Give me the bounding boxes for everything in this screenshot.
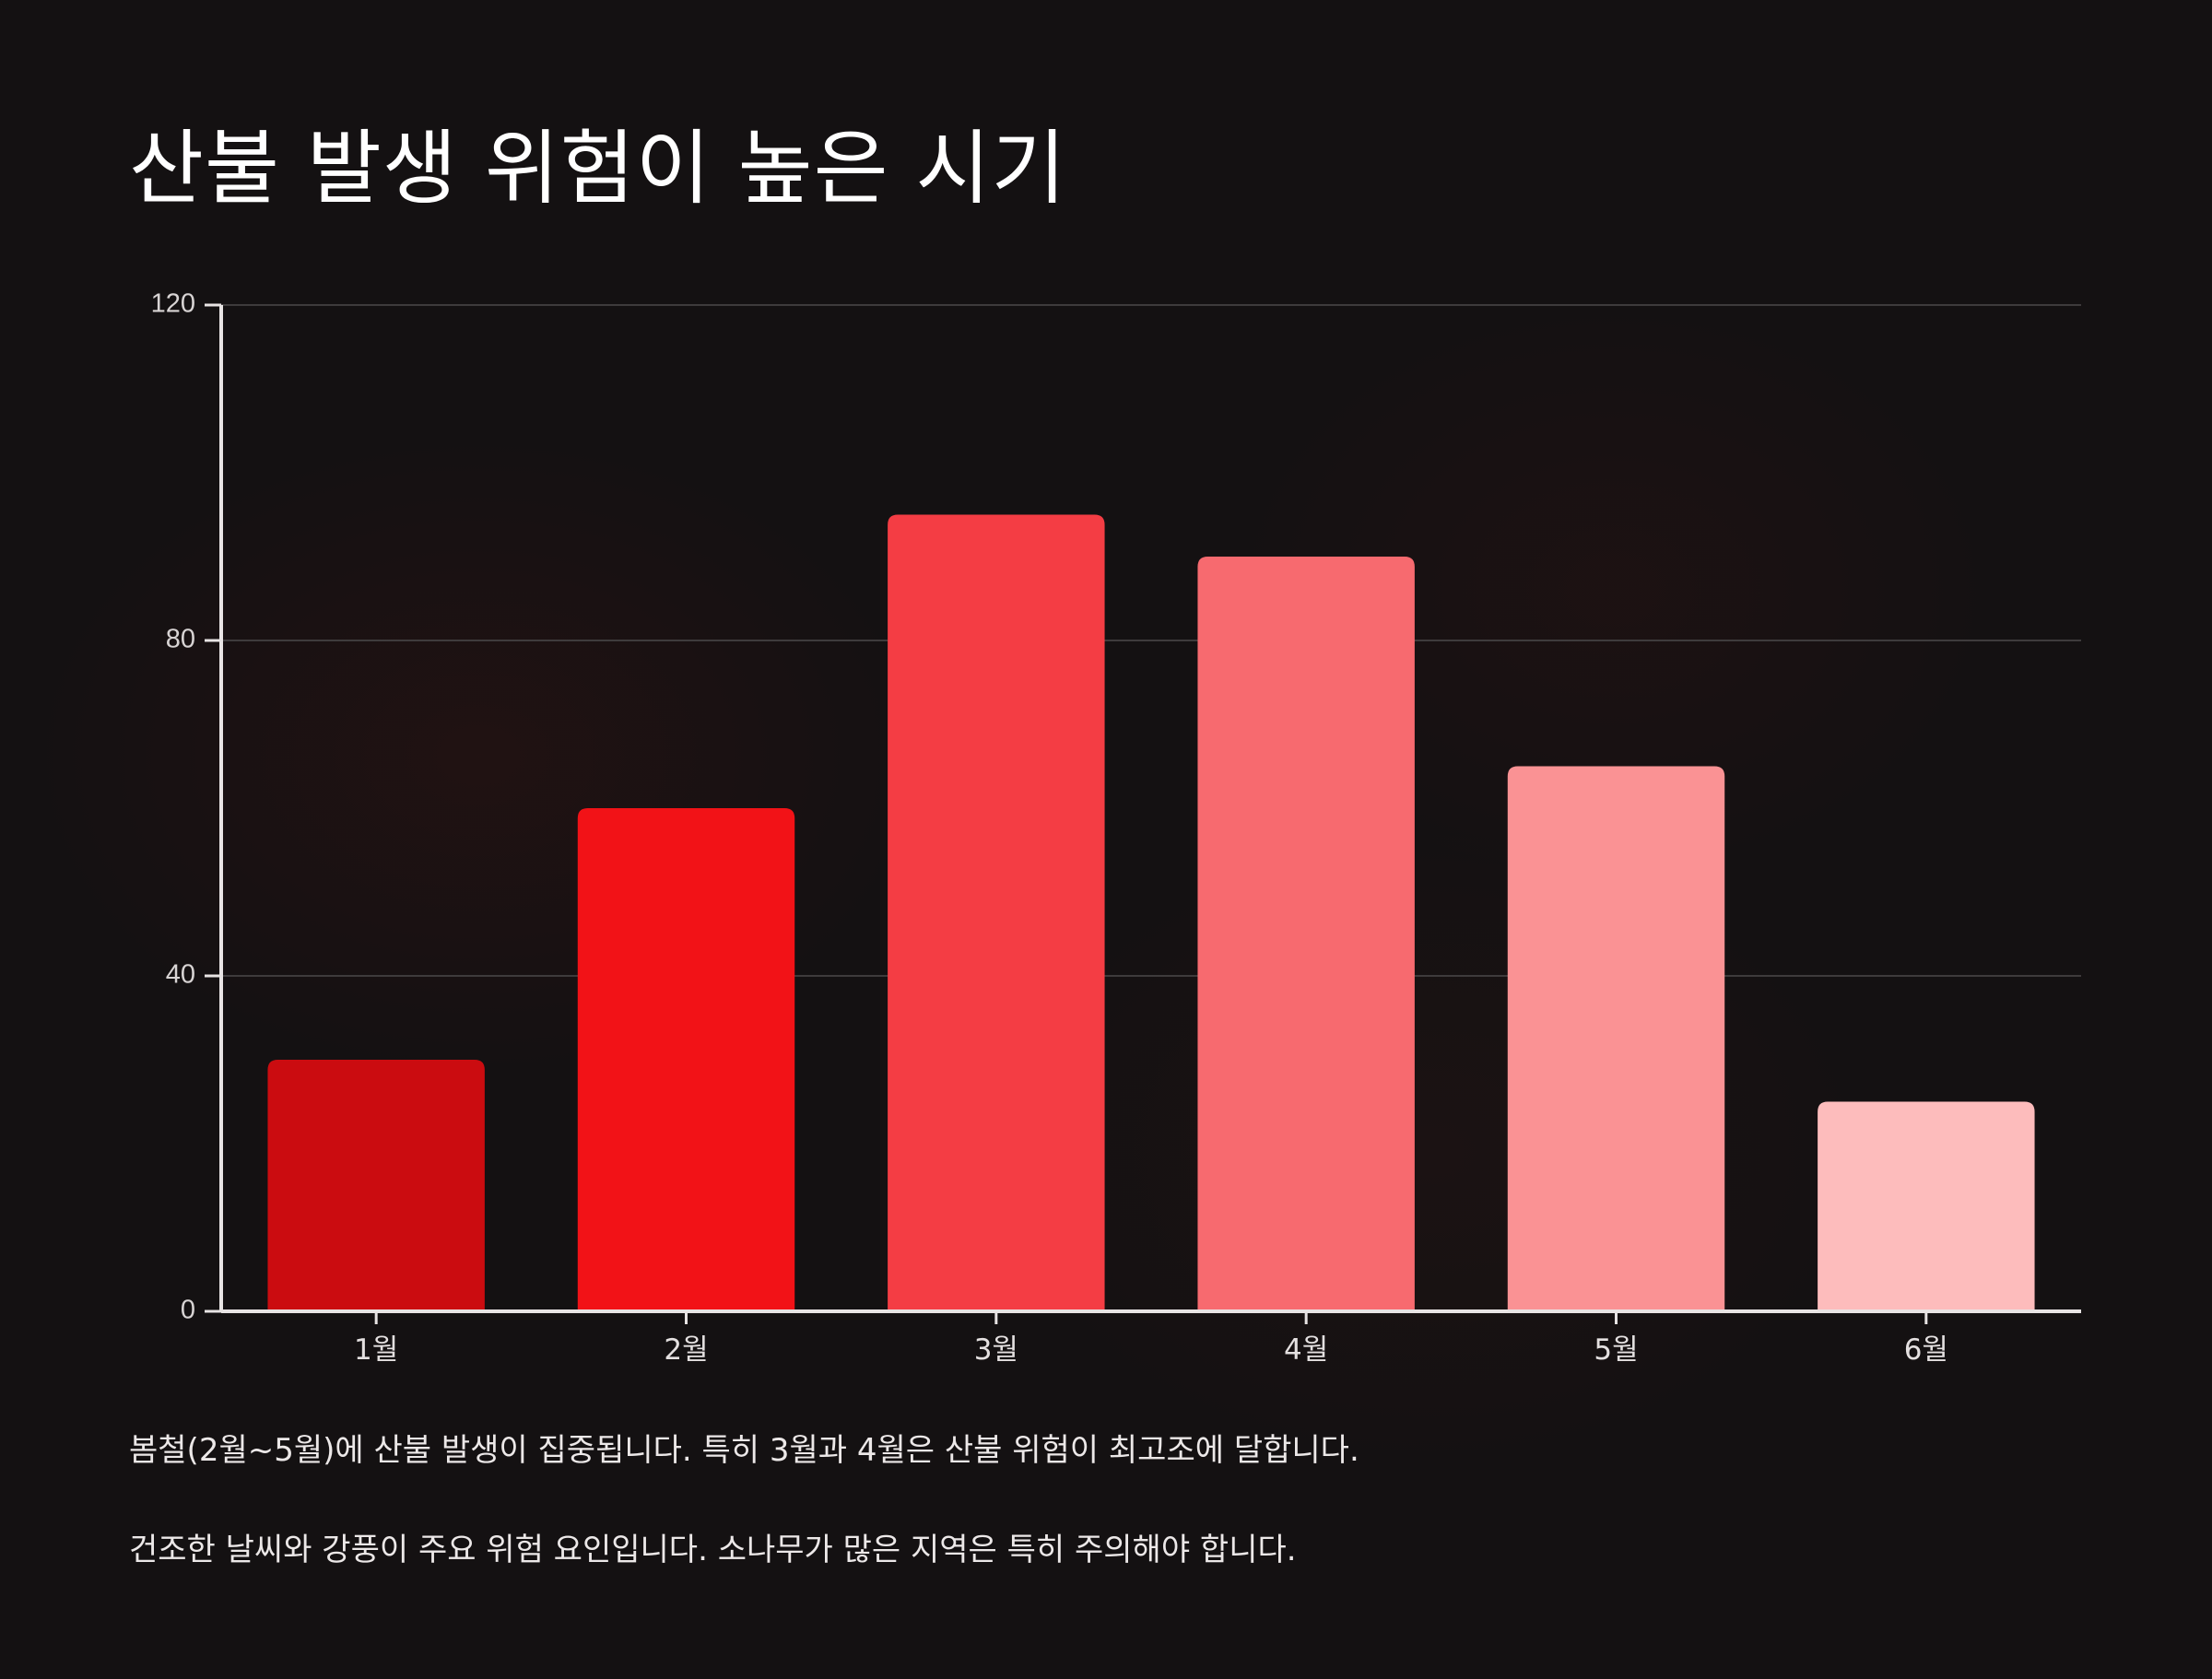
bars xyxy=(267,514,2035,1309)
grid-lines xyxy=(221,304,2081,977)
x-category-label: 4월 xyxy=(1284,1333,1328,1367)
y-tick-labels: 0 40 80 120 xyxy=(151,289,195,1325)
axes xyxy=(205,303,2081,1324)
bar-5 xyxy=(1507,766,1725,1309)
bar-4 xyxy=(1197,557,1415,1309)
x-category-labels: 1월 2월 3월 4월 5월 6월 xyxy=(354,1333,1948,1367)
x-category-label: 6월 xyxy=(1904,1333,1948,1367)
bar-3 xyxy=(888,514,1105,1309)
note-text-1: 봄철(2월~5월)에 산불 발생이 집중됩니다. 특히 3월과 4월은 산불 위… xyxy=(129,1432,1359,1469)
chart-title: 산불 발생 위험이 높은 시기 xyxy=(129,121,1067,216)
note-text-2: 건조한 날씨와 강풍이 주요 위험 요인입니다. 소나무가 많은 지역은 특히 … xyxy=(129,1532,1297,1568)
x-category-label: 3월 xyxy=(974,1333,1018,1367)
bar-1 xyxy=(267,1060,485,1309)
bar-2 xyxy=(577,808,795,1309)
y-tick-label: 40 xyxy=(166,960,195,990)
x-category-label: 5월 xyxy=(1594,1333,1638,1367)
y-tick-label: 120 xyxy=(151,289,195,319)
bar-chart: 0 40 80 120 1월 2월 3월 4월 5월 6월 xyxy=(151,289,2081,1367)
bar-6 xyxy=(1818,1101,2035,1309)
y-tick-label: 0 xyxy=(181,1296,195,1325)
x-category-label: 1월 xyxy=(354,1333,398,1367)
y-tick-label: 80 xyxy=(166,625,195,654)
x-category-label: 2월 xyxy=(664,1333,708,1367)
